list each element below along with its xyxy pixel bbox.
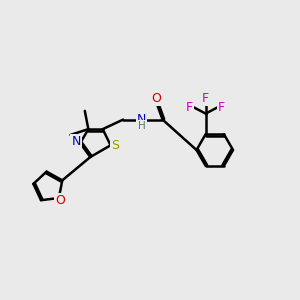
Text: F: F <box>218 100 225 114</box>
Text: O: O <box>151 92 161 105</box>
Text: N: N <box>137 113 146 126</box>
Text: S: S <box>111 140 119 152</box>
Text: F: F <box>202 92 209 105</box>
Text: F: F <box>186 100 193 114</box>
Text: N: N <box>71 135 81 148</box>
Text: O: O <box>56 194 65 207</box>
Text: H: H <box>137 121 145 131</box>
